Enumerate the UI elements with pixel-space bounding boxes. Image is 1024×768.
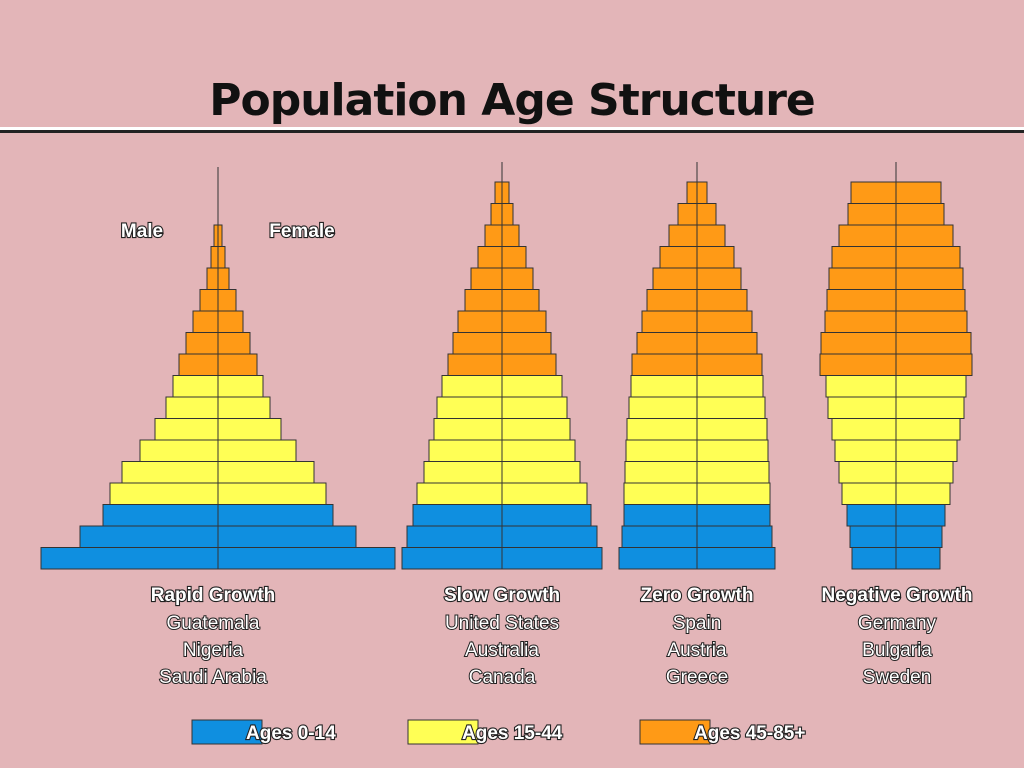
- country: Canada: [469, 667, 536, 688]
- title: Population Age Structure: [209, 75, 815, 126]
- group-title: Negative Growth: [822, 585, 973, 606]
- female-label: Female: [269, 221, 334, 242]
- country: Bulgaria: [862, 640, 932, 661]
- legend-label: Ages 45-85+: [694, 723, 805, 744]
- country: Nigeria: [183, 640, 244, 661]
- title-rule-dark: [0, 130, 1024, 133]
- country: Sweden: [863, 667, 932, 688]
- country: Spain: [673, 613, 722, 634]
- legend: Ages 0-14 Ages 15-44 Ages 45-85+: [191, 719, 807, 745]
- legend-label: Ages 15-44: [462, 723, 563, 744]
- male-label: Male: [121, 221, 163, 242]
- legend-swatch: [191, 719, 263, 745]
- legend-swatch: [639, 719, 711, 745]
- title-rule-light: [0, 127, 1024, 130]
- country: Austria: [667, 640, 727, 661]
- country: Greece: [666, 667, 728, 688]
- legend-swatch: [407, 719, 479, 745]
- group-title: Rapid Growth: [151, 585, 276, 606]
- legend-label: Ages 0-14: [246, 723, 336, 744]
- group-title: Zero Growth: [641, 585, 754, 606]
- pyramids: [40, 162, 973, 570]
- country: Saudi Arabia: [159, 667, 267, 688]
- group-title: Slow Growth: [444, 585, 560, 606]
- country: United States: [445, 613, 559, 634]
- country: Germany: [858, 613, 937, 634]
- country: Guatemala: [167, 613, 260, 634]
- country: Australia: [465, 640, 539, 661]
- group-labels: Rapid Growth Guatemala Nigeria Saudi Arabia…: [150, 584, 974, 689]
